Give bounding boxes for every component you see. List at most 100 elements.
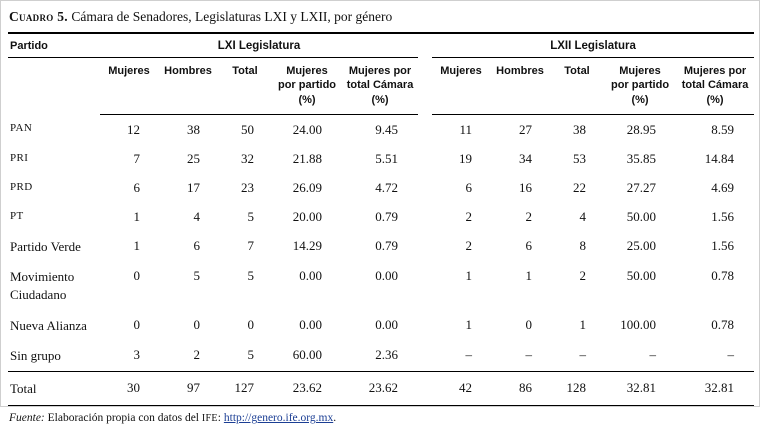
table-row: Partido Verde 1 6 7 14.29 0.79 2 6 8 25.00 1.56 [8, 231, 754, 262]
cell-value: 2.36 [375, 347, 399, 363]
cell-value: 38 [187, 121, 200, 137]
cell-value: 0.00 [375, 316, 399, 332]
cell-value: 21.88 [292, 150, 322, 166]
cell-value: – [465, 347, 473, 363]
cell-value: 1 [579, 316, 587, 332]
cell-value: 50.00 [626, 268, 657, 284]
table-body: PAN 12 38 50 24.00 9.45 11 27 38 28.95 8.59 PRI 7 25 3… [8, 114, 755, 406]
table-row: Sin grupo 3 2 5 60.00 2.36 – – – – – [8, 340, 754, 371]
column-header-total-lxii: Total [550, 57, 605, 115]
cell-value: 6 [133, 179, 141, 195]
cell-value: 0 [193, 316, 201, 332]
cell-value: 5.51 [375, 150, 399, 166]
cell-value: 5 [247, 347, 255, 363]
source-link[interactable]: http://genero.ife.org.mx [223, 412, 334, 424]
group-header-lxii: LXII Legislatura [432, 33, 755, 58]
cell-value: 34 [519, 150, 533, 166]
cell-value: 6 [525, 237, 533, 253]
cell-value: – [727, 347, 735, 363]
cell-value: 2 [465, 237, 473, 253]
cell-value: 4.69 [711, 179, 735, 195]
cell-value: 30 [100, 370, 158, 406]
cell-value: 127 [218, 370, 272, 406]
cell-value: 1 [133, 208, 141, 224]
cell-value: 23.62 [342, 370, 419, 406]
cell-value: 20.00 [292, 208, 322, 224]
cell-value: 8.59 [711, 121, 735, 137]
column-gap [418, 310, 432, 341]
measure-header-row: Mujeres Hombres Total Mujeres por partid… [8, 57, 755, 115]
table-title: Cuadro 5. Cámara de Senadores, Legislatu… [9, 9, 752, 25]
cell-value: 11 [459, 121, 473, 137]
cell-partido: Sin grupo [10, 348, 61, 364]
cell-value: 0 [133, 268, 141, 284]
cell-value: 25.00 [626, 237, 657, 253]
cell-value: 86 [490, 370, 551, 406]
cell-value: 97 [158, 370, 218, 406]
column-gap [418, 33, 432, 58]
cell-value: 50 [241, 121, 254, 137]
table-row: PT 1 4 5 20.00 0.79 2 2 4 50.00 1.56 [8, 202, 754, 231]
table-row: PRI 7 25 32 21.88 5.51 19 34 53 35.85 14.84 [8, 144, 754, 173]
cell-value: 32.81 [676, 370, 755, 406]
cell-value: 0.00 [375, 268, 399, 284]
cell-value: 2 [525, 208, 533, 224]
column-header-mujeres-por-partido-lxii: Mujeres por partido (%) [604, 57, 677, 115]
cell-value: 26.09 [292, 179, 322, 195]
table-row: Movimiento Ciudadano 0 5 5 0.00 0.00 1 1 2 50.00 0… [8, 261, 754, 309]
cell-value: 5 [247, 208, 255, 224]
cell-value: 0 [525, 316, 533, 332]
column-gap [418, 340, 432, 371]
cell-value: 0.00 [299, 316, 322, 332]
cell-partido: Partido Verde [10, 238, 81, 254]
source-suffix: . [333, 412, 337, 424]
table-row: PRD 6 17 23 26.09 4.72 6 16 22 27.27 4.69 [8, 173, 754, 202]
cell-value: 128 [550, 370, 605, 406]
cell-partido: PAN [10, 122, 33, 135]
cell-value: 1.56 [711, 237, 735, 253]
column-header-mujeres-por-total-lxi: Mujeres por total Cámara (%) [342, 57, 419, 115]
cell-value: 100.00 [620, 316, 657, 332]
cell-value: – [579, 347, 587, 363]
cell-value: 1 [133, 237, 141, 253]
cell-partido: Total [8, 370, 100, 406]
table-number: Cuadro 5. [9, 9, 68, 24]
title-text: Cámara de Senadores, Legislaturas LXI y … [67, 9, 393, 24]
cell-value: 16 [519, 179, 533, 195]
cell-partido: PRD [10, 180, 33, 193]
cell-partido: PRI [10, 151, 29, 164]
cell-value: 9.45 [375, 121, 399, 137]
cell-value: 32 [241, 150, 254, 166]
cell-value: 14.84 [704, 150, 735, 166]
cell-value: 17 [187, 179, 200, 195]
column-header-mujeres-por-partido-lxi: Mujeres por partido (%) [272, 57, 342, 115]
cell-value: 53 [573, 150, 587, 166]
column-header-mujeres-por-total-lxii: Mujeres por total Cámara (%) [676, 57, 755, 115]
cell-value: 19 [459, 150, 473, 166]
cell-value: 4.72 [375, 179, 399, 195]
cell-value: 0.78 [711, 268, 735, 284]
senators-table: Partido LXI Legislatura LXII Legislatura… [8, 32, 755, 407]
cell-value: 7 [133, 150, 141, 166]
column-header-hombres-lxi: Hombres [158, 57, 218, 115]
source-label: Fuente: [9, 412, 45, 424]
cell-value: 27.27 [626, 179, 657, 195]
cell-value: 0.79 [375, 237, 399, 253]
cell-value: 2 [579, 268, 587, 284]
column-header-total-lxi: Total [218, 57, 272, 115]
column-gap [418, 58, 432, 115]
cell-value: 1.56 [711, 208, 735, 224]
total-row: Total 30 97 127 23.62 23.62 42 86 128 32.81 32.81 [8, 370, 755, 406]
cell-partido: PT [10, 209, 24, 222]
cell-value: 50.00 [626, 208, 657, 224]
cell-value: 32.81 [604, 370, 677, 406]
cell-value: 14.29 [292, 237, 322, 253]
group-header-lxi: LXI Legislatura [100, 33, 419, 58]
source-org: IFE [201, 413, 218, 424]
cell-value: 8 [579, 237, 587, 253]
cell-value: 0.78 [711, 316, 735, 332]
column-gap [418, 202, 432, 231]
cell-value: 1 [465, 316, 473, 332]
source-text: Elaboración propia con datos del [44, 412, 202, 424]
cell-value: 5 [193, 268, 201, 284]
